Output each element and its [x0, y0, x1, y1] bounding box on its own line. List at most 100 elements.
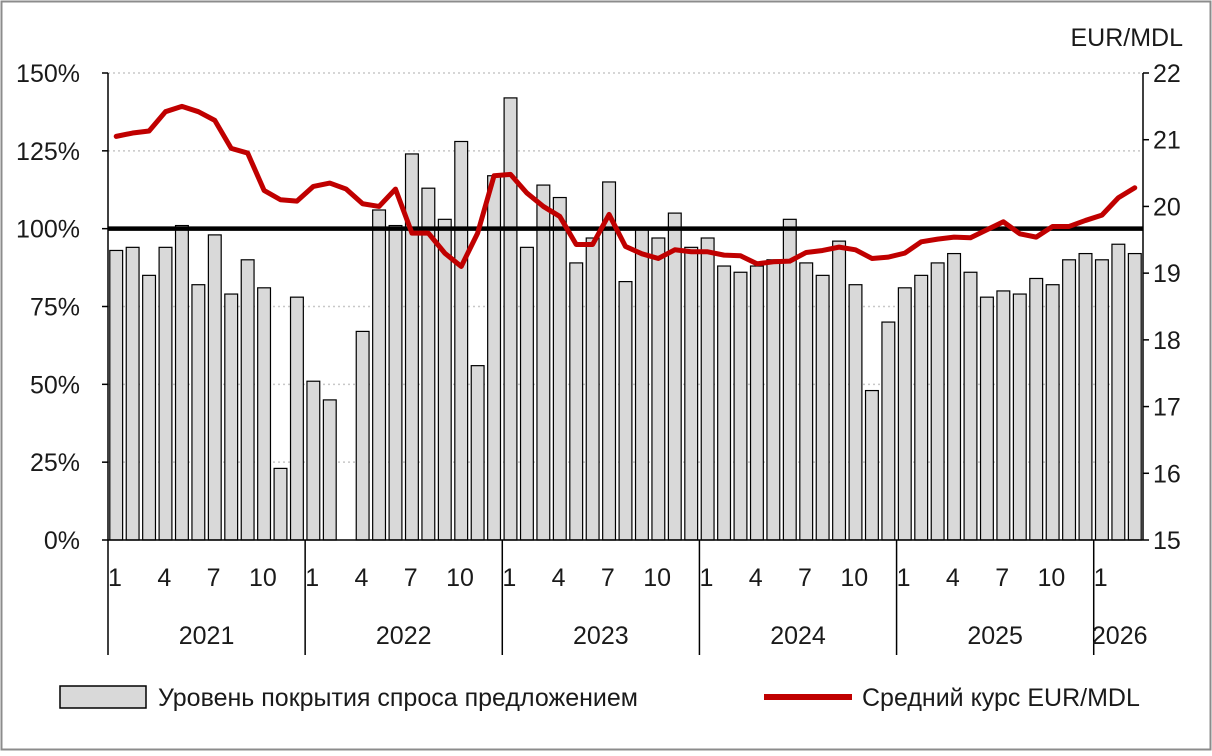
coverage-bar — [864, 389, 879, 541]
year-label: 2022 — [376, 622, 432, 650]
month-label: 10 — [840, 564, 868, 592]
year-label: 2021 — [179, 622, 235, 650]
eur-mdl-line — [113, 103, 1138, 269]
line-layer — [113, 103, 1138, 269]
coverage-bar — [996, 290, 1011, 541]
coverage-bar — [125, 246, 140, 541]
coverage-bar — [1045, 284, 1060, 541]
coverage-bar — [503, 97, 518, 541]
coverage-bar — [1029, 277, 1044, 541]
right-axis-title: EUR/MDL — [1070, 24, 1183, 52]
coverage-bar — [815, 274, 830, 541]
coverage-bar — [372, 209, 387, 541]
coverage-bar — [158, 246, 173, 541]
month-label: 4 — [946, 564, 960, 592]
coverage-bar — [289, 296, 304, 541]
coverage-bar — [799, 262, 814, 541]
coverage-bar — [602, 181, 617, 541]
month-label: 1 — [897, 564, 911, 592]
coverage-bar — [766, 259, 781, 541]
coverage-bar — [404, 153, 419, 541]
coverage-bar — [454, 140, 469, 541]
coverage-bar — [881, 321, 896, 541]
right-tick-label: 16 — [1153, 460, 1181, 488]
legend-line-label: Средний курс EUR/MDL — [862, 684, 1140, 712]
month-label: 4 — [157, 564, 171, 592]
right-tick-label: 20 — [1153, 193, 1181, 221]
coverage-bar — [914, 274, 929, 541]
coverage-bar — [700, 237, 715, 541]
bar-layer — [109, 97, 1142, 541]
coverage-bar — [240, 259, 255, 541]
month-label: 4 — [354, 564, 368, 592]
year-labels: 2021 2022 2023 2024 2025 2026 — [179, 622, 1148, 650]
right-tick-label: 19 — [1153, 260, 1181, 288]
coverage-bar — [618, 280, 633, 541]
coverage-bar — [273, 467, 288, 541]
left-axis-ticks: 0% 25% 50% 75% 100% 125% 150% — [16, 60, 80, 555]
legend-bar-label: Уровень покрытия спроса предложением — [158, 684, 638, 712]
coverage-bar — [651, 237, 666, 541]
coverage-bar — [1111, 243, 1126, 541]
year-label: 2025 — [967, 622, 1023, 650]
month-label: 1 — [502, 564, 516, 592]
left-tick-label: 50% — [30, 371, 80, 399]
month-label: 10 — [249, 564, 277, 592]
month-label: 4 — [552, 564, 566, 592]
coverage-bar — [684, 246, 699, 541]
coverage-bar — [306, 380, 321, 541]
coverage-bar — [569, 262, 584, 541]
coverage-bar — [979, 296, 994, 541]
coverage-bar — [1078, 252, 1093, 541]
coverage-bar — [733, 271, 748, 541]
coverage-bar — [1094, 259, 1109, 541]
left-tick-label: 125% — [16, 138, 80, 166]
month-label: 1 — [699, 564, 713, 592]
coverage-bar — [191, 284, 206, 541]
coverage-bar — [536, 184, 551, 541]
year-label: 2026 — [1092, 622, 1148, 650]
coverage-bar — [470, 365, 485, 541]
coverage-bar — [782, 218, 797, 541]
right-tick-label: 22 — [1153, 60, 1181, 88]
coverage-bar — [897, 287, 912, 541]
coverage-bar — [1012, 293, 1027, 541]
left-tick-label: 150% — [16, 60, 80, 88]
coverage-bar — [519, 246, 534, 541]
right-axis-ticks: 15 16 17 18 19 20 21 22 — [1153, 60, 1181, 555]
month-label: 7 — [207, 564, 221, 592]
coverage-bar — [257, 287, 272, 541]
month-label: 4 — [749, 564, 763, 592]
coverage-bar — [437, 218, 452, 541]
coverage-bar — [832, 240, 847, 541]
right-tick-label: 17 — [1153, 394, 1181, 422]
coverage-bar — [142, 274, 157, 541]
month-label: 1 — [108, 564, 122, 592]
coverage-bar — [634, 228, 649, 541]
coverage-bar — [930, 262, 945, 541]
left-tick-label: 0% — [44, 527, 80, 555]
coverage-bar — [1127, 252, 1142, 541]
month-label: 7 — [601, 564, 615, 592]
coverage-bar — [717, 265, 732, 541]
coverage-bar — [749, 265, 764, 541]
coverage-bar — [947, 252, 962, 541]
coverage-bar — [1062, 259, 1077, 541]
coverage-bar — [585, 237, 600, 541]
year-label: 2024 — [770, 622, 826, 650]
month-label: 10 — [1038, 564, 1066, 592]
coverage-bar — [322, 399, 337, 541]
coverage-bar — [355, 330, 370, 541]
axis-layer — [102, 72, 1149, 655]
coverage-bar — [224, 293, 239, 541]
month-label: 1 — [1094, 564, 1108, 592]
legend-bar-swatch — [59, 685, 147, 709]
month-label: 7 — [798, 564, 812, 592]
left-tick-label: 75% — [30, 294, 80, 322]
coverage-bar — [388, 224, 403, 541]
coverage-bar — [667, 212, 682, 541]
coverage-bar — [552, 196, 567, 541]
month-label: 1 — [305, 564, 319, 592]
